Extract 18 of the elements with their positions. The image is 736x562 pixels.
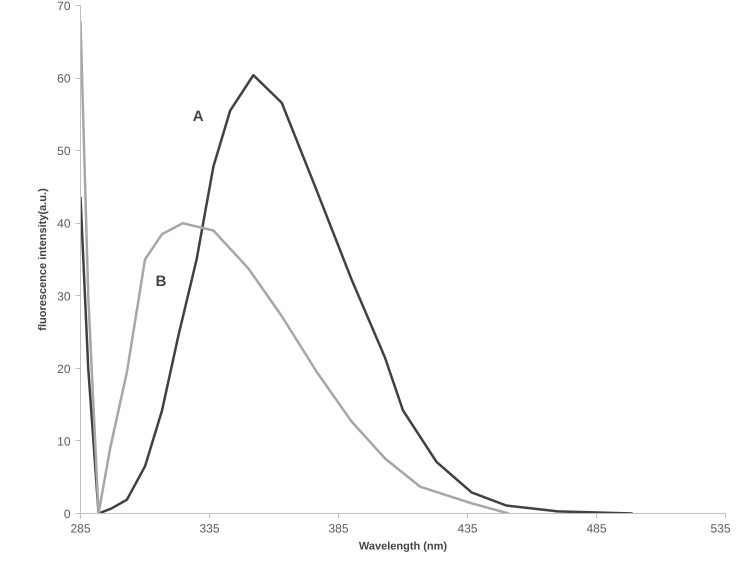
y-tick-label: 30 [57,289,71,304]
x-axis-title: Wavelength (nm) [358,540,448,552]
y-tick-label: 70 [57,0,71,13]
x-tick-label: 385 [328,522,349,536]
x-tick-label: 335 [199,522,220,536]
series-label: A [192,108,204,126]
y-tick-label: 50 [57,144,71,158]
x-tick-label: 485 [586,522,607,536]
series-label: B [156,273,167,290]
y-tick-label: 40 [57,216,71,231]
y-tick-label: 10 [57,434,71,448]
y-tick-label: 60 [57,72,71,86]
y-axis-title: fluorescence intensity(a.u.) [37,188,50,331]
x-tick-label: 435 [457,522,478,536]
y-tick-label: 0 [64,507,71,521]
x-tick-label: 285 [70,522,91,536]
x-tick-label: 535 [710,522,731,536]
y-tick-label: 20 [57,362,71,376]
